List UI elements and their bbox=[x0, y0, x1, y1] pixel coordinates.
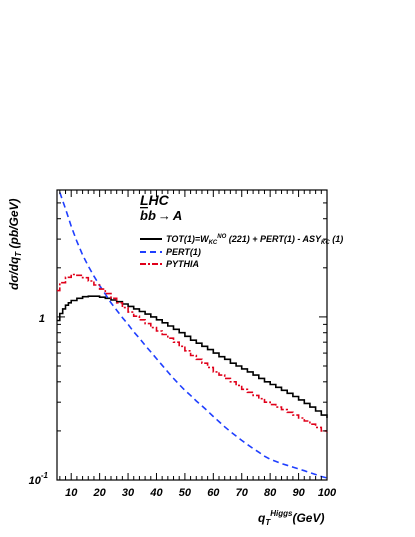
series-pythia-line bbox=[57, 273, 328, 433]
x-tick-label: 10 bbox=[65, 487, 78, 499]
y-axis-label: dσ/dqT (pb/GeV) bbox=[7, 198, 23, 290]
legend-label-pythia: PYTHIA bbox=[166, 259, 199, 269]
x-tick-label: 30 bbox=[122, 487, 135, 499]
legend-label-tot: TOT(1)=WKCNO (221) + PERT(1) - ASYKC (1) bbox=[166, 234, 343, 246]
x-axis-label: qTHiggs(GeV) bbox=[258, 509, 324, 527]
x-tick-label: 50 bbox=[179, 487, 192, 499]
series-layer bbox=[57, 192, 328, 479]
y-tick-marks bbox=[57, 189, 327, 432]
y-tick-label-0.1: 10-1 bbox=[29, 471, 49, 487]
x-tick-label: 40 bbox=[149, 487, 163, 499]
x-tick-label: 80 bbox=[264, 487, 277, 499]
x-tick-label: 70 bbox=[236, 487, 249, 499]
y-tick-label-1: 1 bbox=[39, 313, 45, 325]
x-tick-labels: 10 20 30 40 50 60 70 80 90 100 bbox=[65, 487, 337, 499]
x-tick-label: 20 bbox=[93, 487, 107, 499]
legend-label-pert: PERT(1) bbox=[166, 247, 201, 257]
legend: TOT(1)=WKCNO (221) + PERT(1) - ASYKC (1)… bbox=[140, 234, 343, 269]
plot-frame bbox=[56, 189, 328, 481]
x-tick-label: 90 bbox=[292, 487, 305, 499]
series-pert-line bbox=[59, 192, 328, 479]
x-tick-label: 60 bbox=[207, 487, 220, 499]
chart-title: LHC bbox=[140, 192, 170, 208]
chart-subtitle: bb → A bbox=[140, 208, 182, 223]
x-tick-marks bbox=[59, 190, 328, 480]
series-tot-line bbox=[57, 295, 328, 418]
x-tick-label: 100 bbox=[318, 487, 337, 499]
